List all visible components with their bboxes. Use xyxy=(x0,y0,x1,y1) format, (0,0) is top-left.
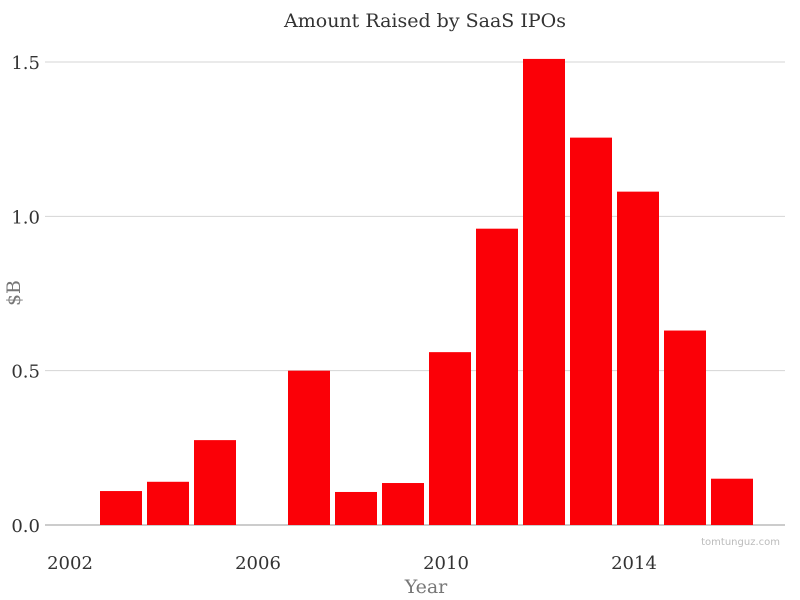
chart-title: Amount Raised by SaaS IPOs xyxy=(283,10,566,32)
bar-2004 xyxy=(147,481,189,525)
bar-2010 xyxy=(429,352,471,525)
bar-2005 xyxy=(194,440,236,525)
bar-2007 xyxy=(288,370,330,525)
bar-2008 xyxy=(335,491,377,525)
bar-2009 xyxy=(382,483,424,525)
watermark: tomtunguz.com xyxy=(701,537,780,548)
y-tick-label: 1.0 xyxy=(11,207,40,228)
bar-2003 xyxy=(100,491,142,525)
bar-2012 xyxy=(523,58,565,526)
y-tick-label: 0.5 xyxy=(11,362,40,383)
x-axis-label: Year xyxy=(404,576,448,598)
bar-2013 xyxy=(570,137,612,525)
bar-2011 xyxy=(476,228,518,525)
x-tick-label: 2010 xyxy=(423,553,469,574)
y-tick-label: 0.0 xyxy=(11,516,40,537)
x-tick-label: 2002 xyxy=(47,553,93,574)
x-tick-label: 2014 xyxy=(611,553,657,574)
y-axis-label: $B xyxy=(3,280,25,306)
bar-2016 xyxy=(711,478,753,525)
bar-2014 xyxy=(617,191,659,525)
y-tick-label: 1.5 xyxy=(11,53,40,74)
bar-2015 xyxy=(664,330,706,525)
x-tick-label: 2006 xyxy=(235,553,281,574)
